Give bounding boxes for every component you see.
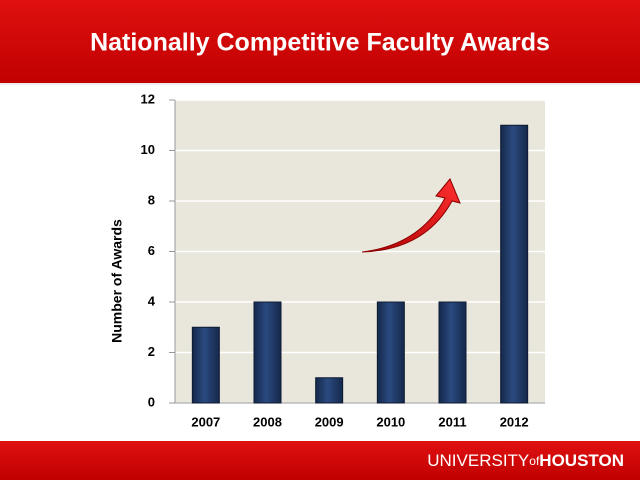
- chart-title: Nationally Competitive Faculty Awards: [90, 29, 550, 57]
- bar: [500, 124, 529, 404]
- footer-university: UNIVERSITY: [427, 451, 529, 470]
- y-tick-label: 2: [148, 344, 155, 359]
- x-tick-label: 2007: [191, 414, 220, 429]
- footer-logo: UNIVERSITYofHOUSTON: [427, 451, 624, 470]
- x-tick-label: 2012: [500, 414, 529, 429]
- x-tick-label: 2008: [253, 414, 282, 429]
- y-tick-label: 0: [148, 394, 155, 409]
- x-tick-label: 2010: [376, 414, 405, 429]
- bar: [253, 301, 282, 404]
- y-tick-label: 12: [141, 91, 155, 106]
- bar: [315, 377, 344, 404]
- y-axis-label: Number of Awards: [109, 219, 125, 343]
- footer-band: [0, 441, 640, 480]
- y-tick-label: 4: [148, 293, 156, 308]
- y-tick-label: 8: [148, 192, 155, 207]
- x-tick-label: 2011: [438, 414, 466, 429]
- bar: [376, 301, 405, 404]
- trend-arrow: [361, 178, 461, 253]
- bar: [438, 301, 467, 404]
- footer-of: of: [529, 454, 540, 468]
- bar: [191, 326, 220, 404]
- header-band: [0, 0, 640, 84]
- y-tick-label: 10: [141, 142, 155, 157]
- x-tick-label: 2009: [315, 414, 344, 429]
- y-tick-label: 6: [148, 243, 155, 258]
- footer-houston: HOUSTON: [539, 451, 624, 470]
